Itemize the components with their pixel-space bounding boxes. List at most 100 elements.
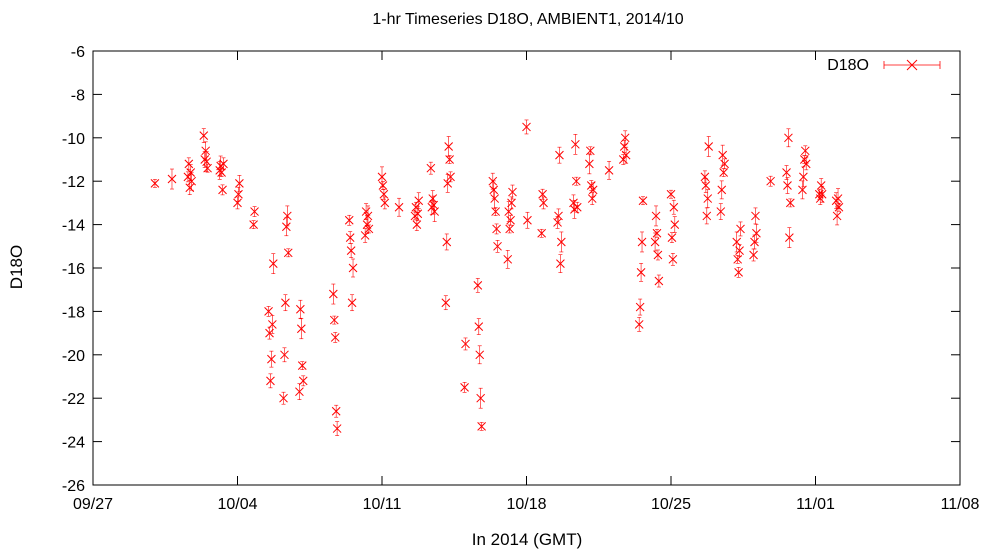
data-point [329, 315, 339, 325]
data-point [347, 294, 357, 312]
data-point [185, 180, 195, 196]
data-point [571, 176, 581, 186]
data-point [571, 134, 580, 155]
legend-label: D18O [827, 57, 869, 74]
data-point [477, 422, 486, 431]
data-point [265, 326, 274, 340]
data-point [799, 166, 808, 188]
data-point [476, 387, 486, 409]
data-point [604, 161, 614, 180]
y-tick-label: -8 [71, 87, 85, 104]
x-axis-label: In 2014 (GMT) [472, 530, 583, 549]
data-point [444, 136, 454, 157]
data-point [783, 177, 792, 194]
data-point [492, 223, 501, 235]
data-point [733, 254, 743, 264]
y-tick-label: -12 [62, 174, 85, 191]
data-point [268, 253, 278, 274]
data-point [653, 249, 663, 261]
data-point [702, 207, 712, 225]
data-point [183, 171, 193, 183]
data-point [766, 175, 775, 187]
data-point [345, 231, 355, 244]
data-point [667, 232, 677, 243]
data-point [410, 211, 420, 221]
data-point [785, 227, 794, 248]
data-point [553, 216, 562, 229]
data-point [200, 151, 210, 168]
data-point [201, 141, 211, 161]
data-point [503, 250, 513, 269]
data-point [280, 347, 289, 363]
y-tick-label: -16 [62, 261, 85, 278]
data-point [619, 140, 629, 153]
x-tick-label: 10/11 [363, 496, 402, 513]
data-point [539, 196, 548, 210]
y-tick-label: -18 [62, 304, 85, 321]
data-point [474, 318, 484, 335]
data-point [295, 383, 304, 400]
data-point [508, 184, 517, 200]
x-tick-label: 09/27 [73, 496, 113, 513]
data-point [167, 168, 177, 190]
data-point [330, 332, 340, 343]
data-point [800, 145, 810, 157]
y-tick-label: -14 [62, 218, 85, 235]
y-tick-label: -6 [71, 44, 85, 61]
data-point [638, 196, 648, 206]
data-point [412, 218, 422, 231]
data-point [670, 216, 680, 233]
data-point [360, 228, 370, 243]
data-point [493, 240, 502, 253]
data-point [490, 188, 500, 209]
data-point [377, 166, 387, 188]
data-point [523, 211, 532, 229]
data-point [296, 299, 305, 319]
data-point [249, 220, 258, 229]
legend-marker [906, 59, 918, 71]
data-point [505, 224, 515, 234]
data-point [282, 217, 291, 237]
data-point [719, 168, 729, 177]
data-point [635, 298, 645, 316]
data-point [279, 391, 288, 405]
data-point [618, 154, 628, 165]
data-point [816, 178, 826, 193]
data-point [716, 203, 726, 220]
data-point [441, 295, 451, 311]
data-point [538, 188, 547, 200]
data-point [445, 155, 454, 164]
data-point [427, 199, 437, 215]
data-point [555, 146, 564, 164]
data-point [798, 180, 807, 200]
data-point [266, 373, 275, 389]
data-point [443, 174, 453, 193]
data-point [749, 248, 758, 262]
data-point [651, 205, 661, 227]
data-point [379, 188, 389, 200]
data-point [475, 345, 485, 365]
data-point [378, 181, 388, 190]
data-point [718, 144, 728, 166]
data-point [636, 263, 646, 282]
data-point [569, 194, 578, 212]
data-point [297, 361, 307, 371]
data-point [666, 189, 676, 199]
data-point [556, 231, 566, 253]
data-point [700, 170, 710, 184]
chart-title: 1-hr Timeseries D18O, AMBIENT1, 2014/10 [372, 11, 683, 28]
data-point [654, 274, 664, 288]
data-point [668, 253, 678, 266]
data-point [537, 228, 547, 238]
data-point [250, 206, 259, 217]
data-point [344, 214, 354, 226]
y-tick-label: -20 [62, 348, 85, 365]
data-point [283, 248, 293, 258]
data-point [652, 228, 662, 238]
data-point [328, 283, 338, 305]
x-tick-label: 10/18 [506, 496, 546, 513]
data-point [785, 198, 795, 208]
data-point [199, 128, 209, 143]
data-point [750, 234, 759, 250]
